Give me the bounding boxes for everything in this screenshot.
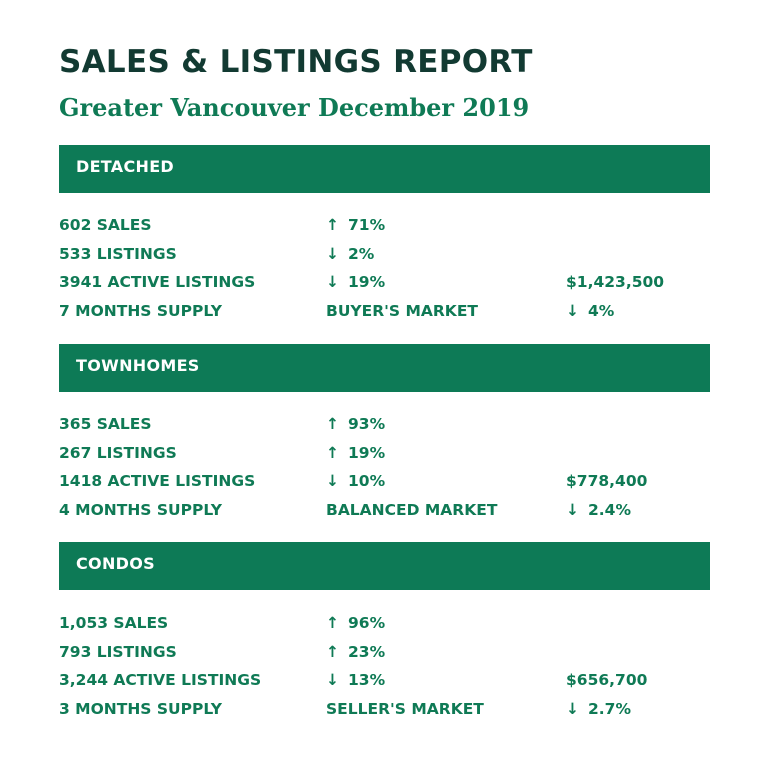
row-label: 602 SALES	[59, 216, 152, 234]
benchmark-price: $778,400	[566, 472, 648, 490]
table-row: 3 MONTHS SUPPLY SELLER'S MARKET ↓ 2.7%	[59, 700, 710, 729]
table-row: 4 MONTHS SUPPLY BALANCED MARKET ↓ 2.4%	[59, 501, 710, 530]
row-label: 365 SALES	[59, 415, 152, 433]
price-change: ↓ 2.7%	[566, 699, 631, 718]
report-subtitle: Greater Vancouver December 2019	[59, 93, 530, 122]
arrow-down-icon: ↓	[326, 671, 339, 689]
arrow-down-icon: ↓	[566, 301, 579, 320]
row-label: 793 LISTINGS	[59, 642, 177, 661]
row-label: 3941 ACTIVE LISTINGS	[59, 273, 256, 291]
row-change: ↑ 71%	[326, 216, 386, 234]
market-type: BUYER'S MARKET	[326, 301, 478, 320]
table-row: 3941 ACTIVE LISTINGS ↓ 19% $1,423,500	[59, 273, 710, 302]
table-row: 1,053 SALES ↑ 96%	[59, 614, 710, 643]
row-change: ↓ 13%	[326, 671, 386, 689]
row-label: 3,244 ACTIVE LISTINGS	[59, 671, 262, 689]
market-type: SELLER'S MARKET	[326, 699, 484, 718]
arrow-up-icon: ↑	[326, 642, 339, 661]
section-rows-townhomes: 365 SALES ↑ 93% 267 LISTINGS ↑ 19% 1418 AC…	[59, 415, 710, 529]
table-row: 1418 ACTIVE LISTINGS ↓ 10% $778,400	[59, 472, 710, 501]
arrow-down-icon: ↓	[326, 244, 339, 263]
row-label: 533 LISTINGS	[59, 244, 177, 263]
table-row: 533 LISTINGS ↓ 2%	[59, 245, 710, 274]
section-heading: DETACHED	[76, 157, 175, 176]
arrow-up-icon: ↑	[326, 415, 339, 433]
arrow-up-icon: ↑	[326, 614, 339, 632]
row-change: ↑ 93%	[326, 415, 386, 433]
row-change: ↓ 19%	[326, 273, 386, 291]
table-row: 267 LISTINGS ↑ 19%	[59, 444, 710, 473]
arrow-up-icon: ↑	[326, 443, 339, 462]
row-label: 1,053 SALES	[59, 614, 169, 632]
price-change: ↓ 4%	[566, 301, 615, 320]
arrow-down-icon: ↓	[326, 472, 339, 490]
table-row: 793 LISTINGS ↑ 23%	[59, 643, 710, 672]
table-row: 7 MONTHS SUPPLY BUYER'S MARKET ↓ 4%	[59, 302, 710, 331]
row-change: ↓ 10%	[326, 472, 386, 490]
table-row: 602 SALES ↑ 71%	[59, 216, 710, 245]
table-row: 365 SALES ↑ 93%	[59, 415, 710, 444]
section-heading: TOWNHOMES	[76, 356, 200, 375]
row-label: 1418 ACTIVE LISTINGS	[59, 472, 256, 490]
benchmark-price: $1,423,500	[566, 273, 665, 291]
row-change: ↑ 96%	[326, 614, 386, 632]
arrow-up-icon: ↑	[326, 216, 339, 234]
row-label: 4 MONTHS SUPPLY	[59, 500, 223, 519]
row-label: 3 MONTHS SUPPLY	[59, 699, 223, 718]
row-label: 7 MONTHS SUPPLY	[59, 301, 223, 320]
price-change: ↓ 2.4%	[566, 500, 631, 519]
row-change: ↑ 23%	[326, 642, 386, 661]
row-change: ↑ 19%	[326, 443, 386, 462]
table-row: 3,244 ACTIVE LISTINGS ↓ 13% $656,700	[59, 671, 710, 700]
row-label: 267 LISTINGS	[59, 443, 177, 462]
section-header-townhomes: TOWNHOMES	[59, 344, 710, 392]
arrow-down-icon: ↓	[566, 699, 579, 718]
report-title: SALES & LISTINGS REPORT	[59, 44, 533, 80]
section-rows-detached: 602 SALES ↑ 71% 533 LISTINGS ↓ 2% 3941 ACT…	[59, 216, 710, 330]
section-heading: CONDOS	[76, 554, 155, 573]
market-type: BALANCED MARKET	[326, 500, 498, 519]
arrow-down-icon: ↓	[566, 500, 579, 519]
section-header-detached: DETACHED	[59, 145, 710, 193]
benchmark-price: $656,700	[566, 671, 648, 689]
section-header-condos: CONDOS	[59, 542, 710, 590]
row-change: ↓ 2%	[326, 244, 375, 263]
section-rows-condos: 1,053 SALES ↑ 96% 793 LISTINGS ↑ 23% 3,244…	[59, 614, 710, 728]
arrow-down-icon: ↓	[326, 273, 339, 291]
